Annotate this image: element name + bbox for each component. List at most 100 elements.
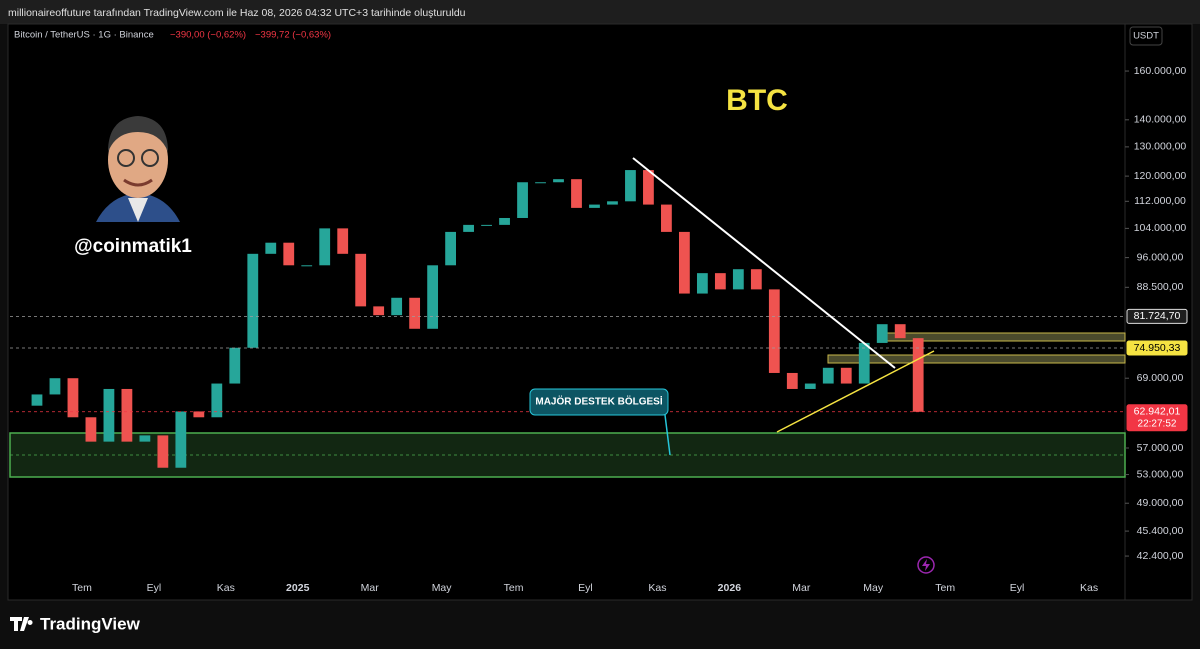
currency[interactable]: USDT [1133,31,1159,42]
x-tick-label: Eyl [1010,582,1025,594]
x-tick-label: Kas [217,582,235,594]
candle [301,265,313,267]
y-tick-label: 104.000,00 [1134,222,1187,234]
candle [643,170,654,205]
y-tick-label: 120.000,00 [1134,170,1187,182]
candle [661,204,672,232]
candle [732,269,744,290]
price-label-box [1126,308,1188,324]
avatar [96,116,180,222]
candle [247,253,259,348]
x-tick-label: Eyl [578,582,593,594]
x-tick-label: Kas [1080,582,1098,594]
alert-bolt[interactable] [922,559,930,571]
y-tick-label: 140.000,00 [1134,114,1187,126]
y-tick-label: 112.000,00 [1134,195,1186,207]
candle [804,383,816,389]
chart-frame [7,23,1193,601]
chart-title: BTC [726,84,788,117]
currency-button[interactable] [1129,26,1163,46]
price-label: 74.950,33 [1134,342,1181,354]
x-tick-label: May [863,582,884,594]
candle [607,201,618,205]
x-tick-label: Kas [648,582,666,594]
candle [229,347,241,384]
x-tick-label: Tem [72,582,92,594]
trendline [632,157,896,369]
alert-icon[interactable] [917,556,935,574]
price-label: 81.724,70 [1134,310,1181,322]
x-tick-label: Tem [935,582,955,594]
candle [535,182,546,184]
candle [679,231,690,294]
candle [409,297,421,329]
candle [696,273,708,294]
candle [355,253,367,307]
y-tick-label: 42.400,00 [1137,550,1184,562]
candle [786,372,798,389]
callout-pointer [664,414,671,456]
x-tick-label: Tem [504,582,524,594]
candle [499,217,510,225]
symbol: Bitcoin / TetherUS · 1G · Binance [14,30,154,41]
brand-logo [10,617,33,631]
candle [876,324,888,343]
y-tick-label: 57.000,00 [1137,442,1184,454]
candle [391,297,403,316]
callout [529,388,669,416]
candle [822,367,834,384]
candle [714,273,726,290]
countdown: 22:27:52 [1138,418,1177,429]
candle [750,269,762,290]
x-tick-label: 2025 [286,582,310,594]
price-label-box [1126,404,1188,432]
candle [894,324,906,339]
brand: TradingView [40,614,141,633]
candle [840,367,852,384]
candle [445,231,456,266]
y-tick-label: 160.000,00 [1134,65,1187,77]
y-tick-label: 49.000,00 [1137,497,1184,509]
caption-bar [0,0,1200,24]
candle [49,378,61,395]
x-tick-label: Mar [361,582,380,594]
candle [265,242,277,254]
x-tick-label: Mar [792,582,811,594]
candle [193,411,205,418]
change: −390,00 (−0,62%) [170,30,246,41]
x-tick-label: May [432,582,453,594]
y-tick-label: 88.500,00 [1137,281,1184,293]
candle [427,265,439,329]
candle [517,182,528,218]
change: −399,72 (−0,63%) [255,30,331,41]
candle [553,179,564,183]
candle [175,411,187,468]
candle [768,289,780,373]
x-tick-label: 2026 [718,582,742,594]
candle [319,228,331,266]
candle [85,417,97,442]
candle [589,204,600,208]
candle [625,170,636,202]
resistance-band [827,354,1126,364]
x-tick-label: Eyl [147,582,162,594]
candle [373,306,385,316]
support-zone [9,432,1126,478]
handle: @coinmatik1 [74,236,192,257]
caption: millionaireoffuture tarafından TradingVi… [8,7,466,19]
y-tick-label: 130.000,00 [1134,141,1187,153]
candle [67,378,79,418]
candle [283,242,295,266]
candle [103,388,115,442]
candle [463,224,474,232]
y-tick-label: 45.400,00 [1137,525,1184,537]
candle [912,338,924,412]
candle [337,228,349,254]
price-label-box [1126,340,1188,356]
candle [121,388,133,442]
candle [31,394,43,406]
y-tick-label: 53.000,00 [1137,468,1184,480]
callout-text: MAJÖR DESTEK BÖLGESİ [535,395,662,408]
candle [211,383,223,418]
